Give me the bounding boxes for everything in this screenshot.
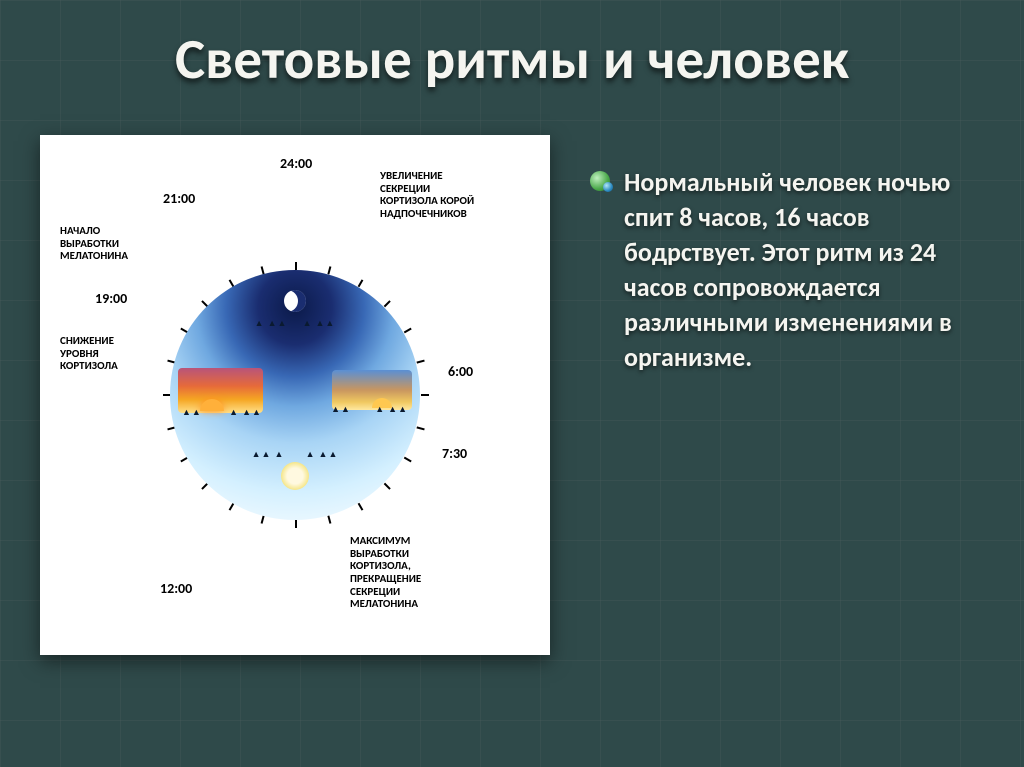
- time-label: 24:00: [280, 155, 312, 172]
- time-label: 6:00: [448, 363, 473, 380]
- clock-tick: [404, 328, 412, 334]
- clock-tick: [327, 515, 331, 523]
- clock-tick: [404, 457, 412, 463]
- slide-title: Световые ритмы и человек: [0, 25, 1024, 94]
- bullet-text: Нормальный человек ночью спит 8 часов, 1…: [624, 165, 990, 376]
- clock-tick: [416, 360, 424, 364]
- time-label: 19:00: [95, 290, 127, 307]
- annotation-cortisol_increase: УВЕЛИЧЕНИЕ СЕКРЕЦИИ КОРТИЗОЛА КОРОЙ НАДП…: [380, 170, 474, 221]
- annotation-cortisol_drop: СНИЖЕНИЕ УРОВНЯ КОРТИЗОЛА: [60, 335, 118, 373]
- clock-tick: [358, 503, 364, 511]
- circadian-diagram: ▲ ▲▲ ▲ ▲▲ ▲▲ ▲ ▲▲ ▲▲ ▲ ▲▲ ▲▲ ▲ ▲ ▲▲ 24:0…: [40, 135, 550, 655]
- sun-icon: [281, 462, 309, 490]
- treeline-west-icon: ▲▲ ▲ ▲▲: [182, 407, 262, 418]
- time-label: 12:00: [160, 580, 192, 597]
- clock-tick: [295, 262, 297, 270]
- bullet-row: Нормальный человек ночью спит 8 часов, 1…: [590, 165, 990, 376]
- annotation-cortisol_max: МАКСИМУМ ВЫРАБОТКИ КОРТИЗОЛА, ПРЕКРАЩЕНИ…: [350, 535, 421, 611]
- time-label: 21:00: [163, 190, 195, 207]
- sky-gradient-clock: ▲ ▲▲ ▲ ▲▲ ▲▲ ▲ ▲▲ ▲▲ ▲ ▲▲ ▲▲ ▲ ▲ ▲▲: [170, 270, 420, 520]
- clock-tick: [416, 426, 424, 430]
- treeline-east-icon: ▲▲ ▲ ▲▲: [331, 404, 408, 415]
- treeline-day-icon: ▲▲ ▲ ▲ ▲▲: [252, 449, 339, 460]
- time-label: 7:30: [442, 445, 467, 462]
- clock-tick: [327, 266, 331, 274]
- treeline-night-icon: ▲ ▲▲ ▲ ▲▲: [255, 318, 336, 329]
- clock-tick: [384, 300, 391, 307]
- clock-tick: [295, 520, 297, 528]
- clock-tick: [358, 279, 364, 287]
- clock-tick: [384, 483, 391, 490]
- moon-icon: [284, 290, 306, 312]
- clock-face: ▲ ▲▲ ▲ ▲▲ ▲▲ ▲ ▲▲ ▲▲ ▲ ▲▲ ▲▲ ▲ ▲ ▲▲: [170, 270, 420, 520]
- clock-tick: [261, 515, 265, 523]
- body-text-panel: Нормальный человек ночью спит 8 часов, 1…: [590, 165, 990, 376]
- globe-bullet-icon: [590, 171, 610, 191]
- annotation-melatonin_start: НАЧАЛО ВЫРАБОТКИ МЕЛАТОНИНА: [60, 225, 128, 263]
- clock-tick: [421, 394, 429, 396]
